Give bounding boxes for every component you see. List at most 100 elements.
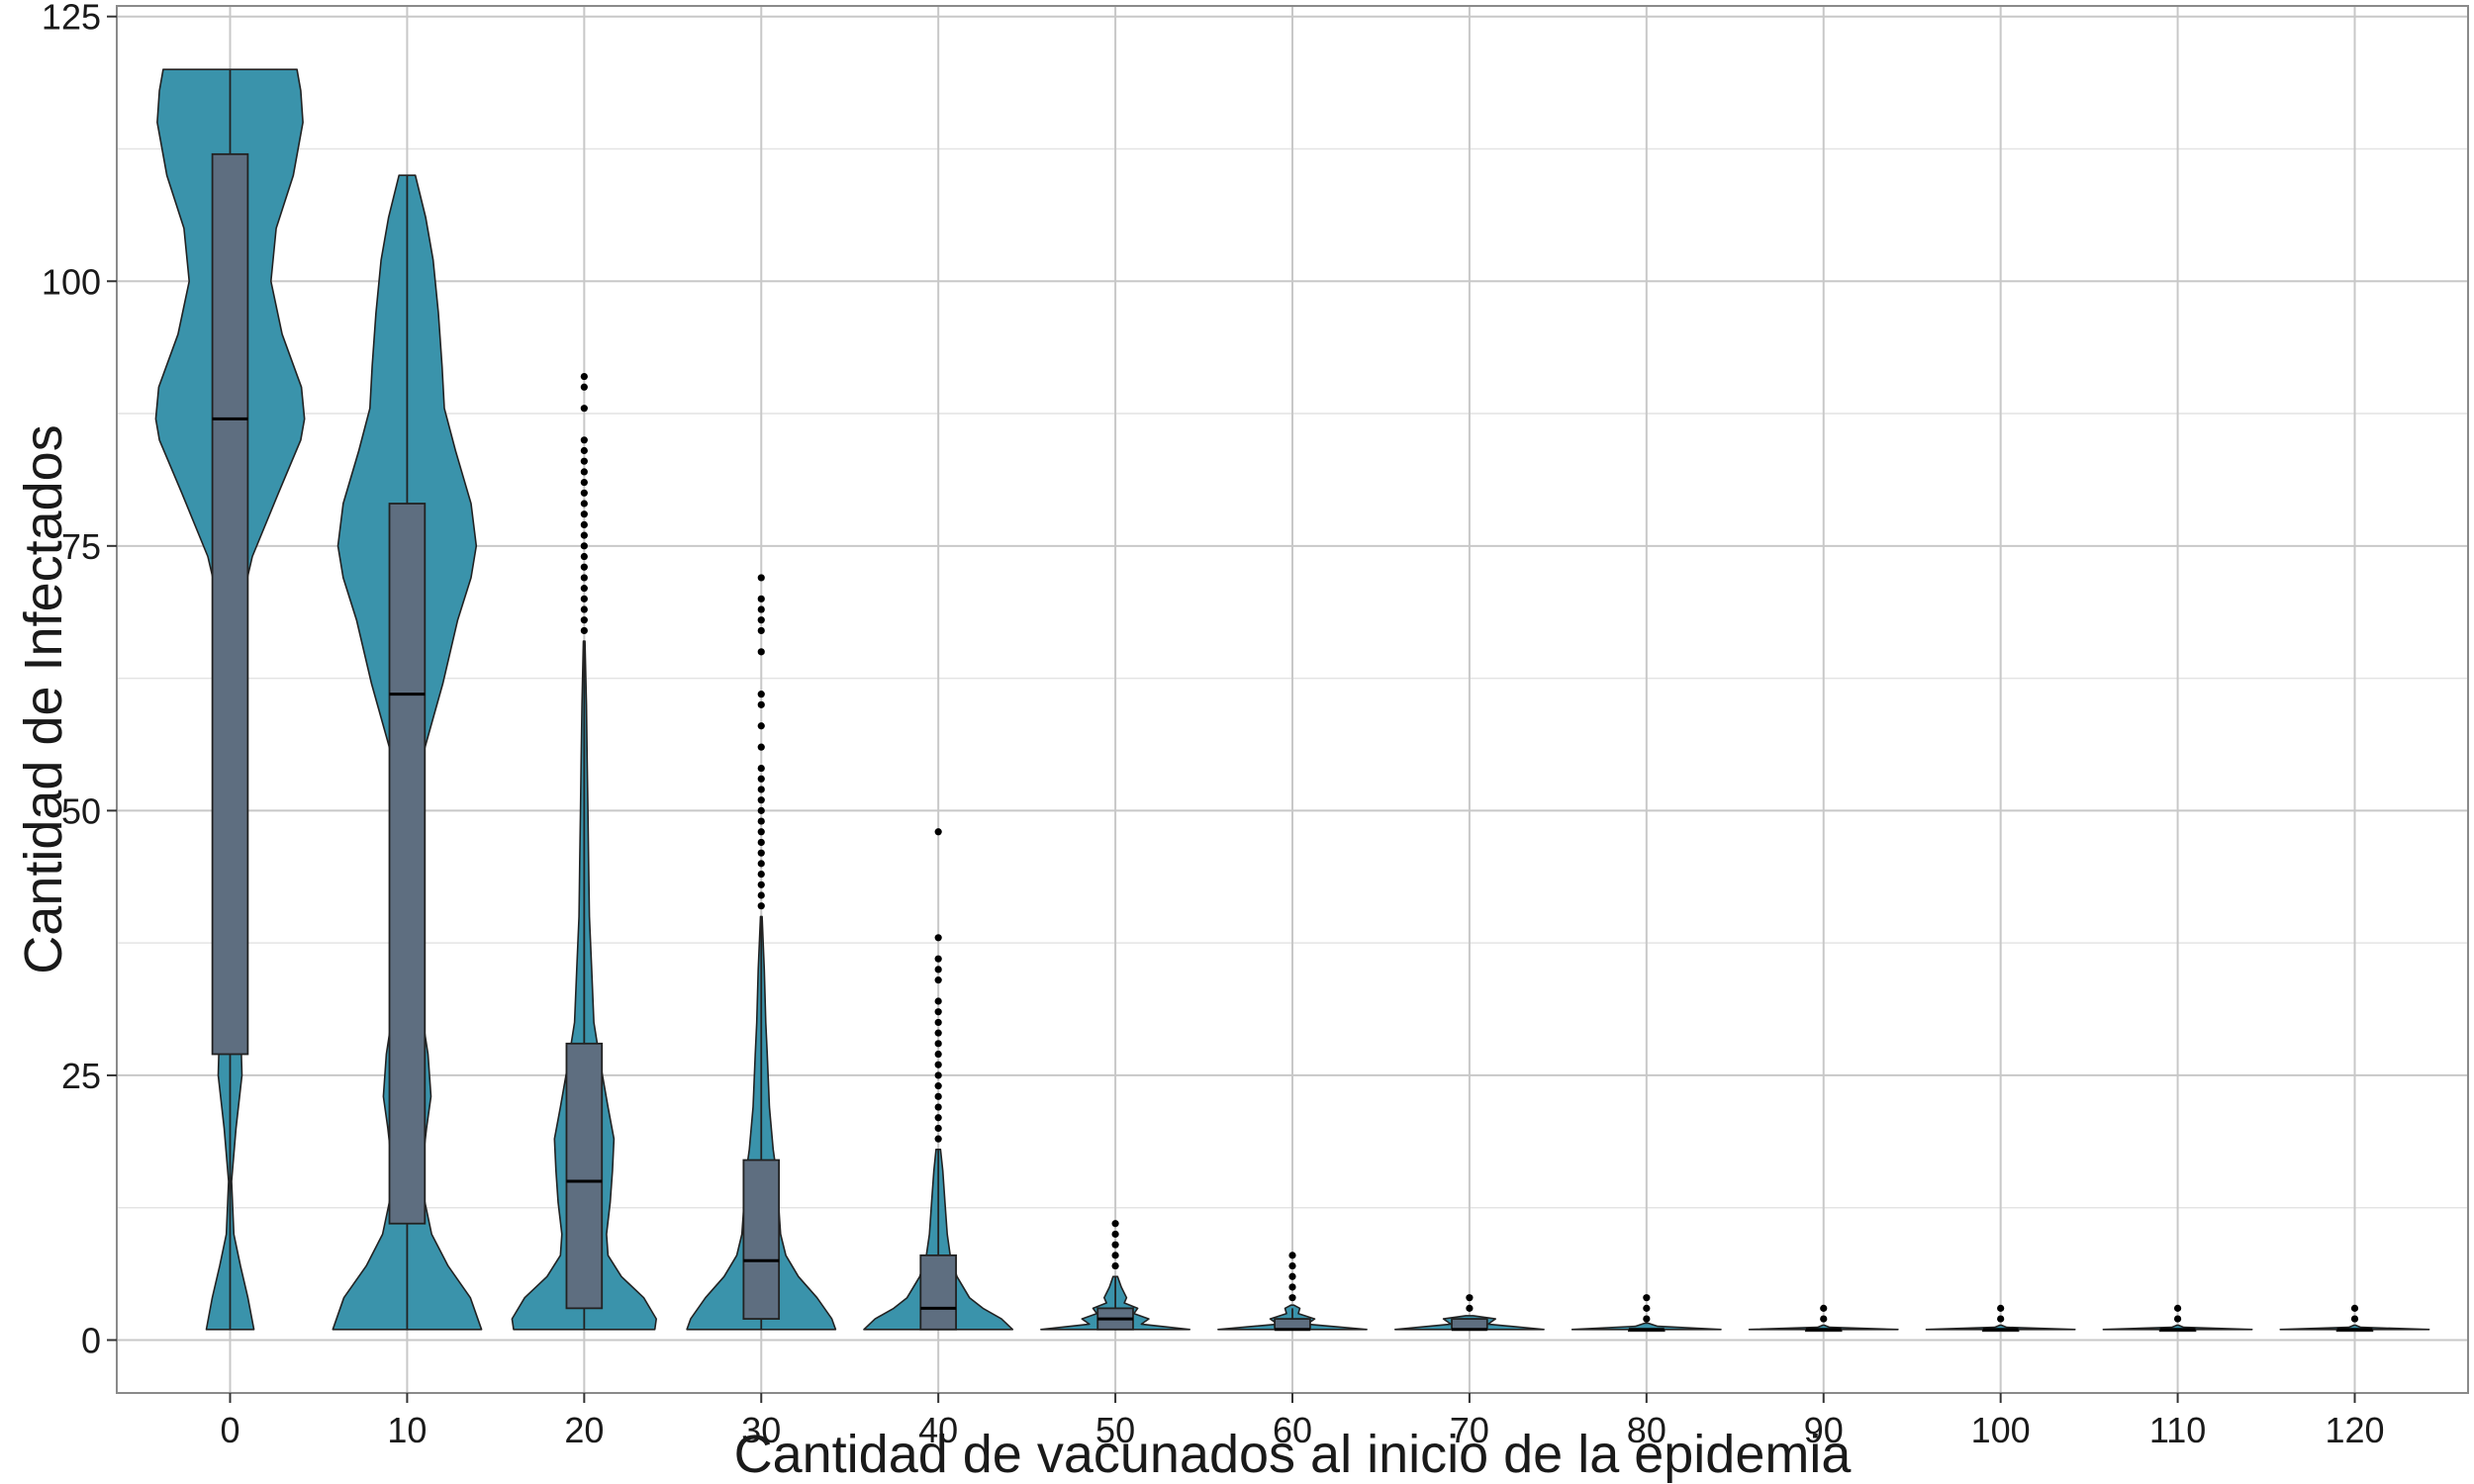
outlier-point bbox=[580, 405, 588, 413]
outlier-point bbox=[1820, 1315, 1828, 1323]
outlier-point bbox=[757, 838, 765, 847]
outlier-point bbox=[934, 828, 942, 836]
outlier-point bbox=[757, 870, 765, 879]
box-10 bbox=[388, 503, 427, 1225]
boxplots bbox=[211, 69, 2374, 1333]
outlier-point bbox=[1288, 1252, 1296, 1259]
outlier-point bbox=[1466, 1294, 1474, 1302]
outlier-point bbox=[757, 806, 765, 814]
outlier-point bbox=[934, 1092, 942, 1100]
y-tick-label: 125 bbox=[42, 0, 101, 38]
outlier-point bbox=[580, 479, 588, 487]
outlier-point bbox=[934, 997, 942, 1005]
outlier-point bbox=[934, 1050, 942, 1059]
outlier-point bbox=[757, 775, 765, 783]
outlier-point bbox=[1643, 1304, 1651, 1312]
outlier-point bbox=[757, 743, 765, 751]
outlier-point bbox=[934, 1018, 942, 1027]
outlier-point bbox=[934, 1082, 942, 1090]
outlier-point bbox=[1466, 1304, 1474, 1312]
box-70 bbox=[1451, 1318, 1488, 1331]
outlier-point bbox=[580, 616, 588, 624]
x-tick-label: 110 bbox=[2149, 1410, 2206, 1450]
outlier-point bbox=[757, 860, 765, 868]
outlier-point bbox=[1111, 1241, 1119, 1249]
outlier-point bbox=[757, 891, 765, 899]
x-tick-label: 0 bbox=[220, 1410, 239, 1450]
outlier-point bbox=[757, 595, 765, 603]
outliers bbox=[580, 372, 2359, 1323]
box-60 bbox=[1274, 1318, 1311, 1331]
outlier-point bbox=[757, 605, 765, 613]
x-axis-title: Cantidad de vacunados al inicio de la ep… bbox=[734, 1425, 1853, 1484]
outlier-point bbox=[1288, 1294, 1296, 1302]
outlier-point bbox=[580, 574, 588, 582]
outlier-point bbox=[934, 976, 942, 984]
outlier-point bbox=[1643, 1294, 1651, 1302]
outlier-point bbox=[580, 542, 588, 550]
outlier-point bbox=[580, 520, 588, 529]
outlier-point bbox=[580, 446, 588, 455]
outlier-point bbox=[580, 457, 588, 465]
outlier-point bbox=[580, 510, 588, 518]
axes: 0 25 50 75 100 125 0 10 20 30 40 50 60 70 80 90 100 110 12… bbox=[42, 0, 2385, 1450]
outlier-point bbox=[757, 828, 765, 836]
outlier-point bbox=[1288, 1283, 1296, 1291]
outlier-point bbox=[757, 849, 765, 857]
outlier-point bbox=[580, 605, 588, 613]
outlier-point bbox=[1111, 1261, 1119, 1270]
y-tick-label: 50 bbox=[61, 790, 101, 831]
outlier-point bbox=[1111, 1252, 1119, 1259]
outlier-point bbox=[580, 552, 588, 561]
x-tick-label: 60 bbox=[1273, 1410, 1312, 1450]
outlier-point bbox=[757, 881, 765, 888]
outlier-point bbox=[757, 796, 765, 804]
violin-110 bbox=[2102, 1324, 2253, 1331]
outlier-point bbox=[934, 1071, 942, 1079]
outlier-point bbox=[757, 626, 765, 635]
x-tick-label: 100 bbox=[1971, 1410, 2031, 1450]
outlier-point bbox=[934, 1103, 942, 1111]
grid bbox=[117, 6, 2468, 1393]
outlier-point bbox=[757, 817, 765, 825]
outlier-point bbox=[2350, 1315, 2359, 1323]
violin-80 bbox=[1570, 1322, 1722, 1331]
outlier-point bbox=[934, 1040, 942, 1048]
outlier-point bbox=[1288, 1272, 1296, 1280]
x-tick-label: 20 bbox=[564, 1410, 604, 1450]
violin-90 bbox=[1748, 1324, 1899, 1331]
outlier-point bbox=[580, 626, 588, 635]
outlier-point bbox=[580, 563, 588, 571]
outlier-point bbox=[934, 1114, 942, 1122]
x-tick-label: 120 bbox=[2325, 1410, 2384, 1450]
outlier-point bbox=[934, 1029, 942, 1037]
outlier-point bbox=[580, 468, 588, 476]
y-tick-label: 100 bbox=[42, 261, 101, 302]
outlier-point bbox=[757, 722, 765, 730]
outlier-point bbox=[934, 1135, 942, 1143]
outlier-point bbox=[580, 383, 588, 391]
y-tick-label: 25 bbox=[61, 1056, 101, 1096]
outlier-point bbox=[934, 1008, 942, 1016]
outlier-point bbox=[2350, 1304, 2359, 1312]
outlier-point bbox=[757, 691, 765, 698]
x-tick-label: 50 bbox=[1095, 1410, 1135, 1450]
y-axis-title: Cantidad de Infectados bbox=[14, 424, 73, 974]
outlier-point bbox=[580, 436, 588, 444]
x-tick-label: 40 bbox=[918, 1410, 958, 1450]
violin-100 bbox=[1925, 1324, 2076, 1331]
outlier-point bbox=[580, 489, 588, 497]
outlier-point bbox=[757, 648, 765, 656]
outlier-point bbox=[580, 595, 588, 603]
outlier-point bbox=[580, 531, 588, 539]
outlier-point bbox=[1288, 1261, 1296, 1270]
outlier-point bbox=[1643, 1315, 1651, 1323]
outlier-point bbox=[757, 902, 765, 910]
outlier-point bbox=[580, 500, 588, 508]
box-40 bbox=[919, 1253, 957, 1331]
outlier-point bbox=[757, 764, 765, 773]
y-tick-label: 0 bbox=[81, 1320, 101, 1360]
outlier-point bbox=[1111, 1220, 1119, 1228]
outlier-point bbox=[757, 786, 765, 793]
